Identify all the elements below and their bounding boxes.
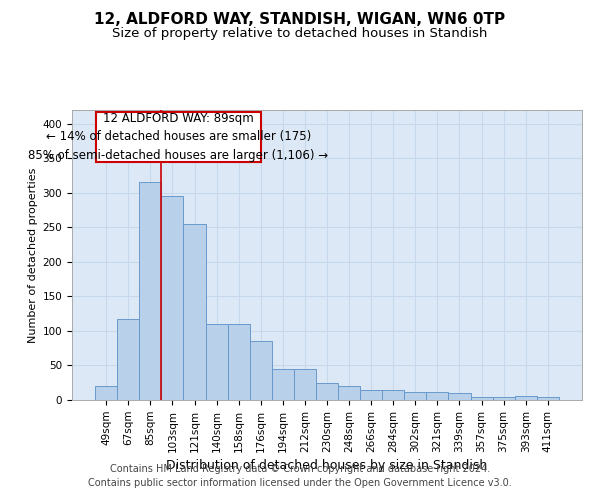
Y-axis label: Number of detached properties: Number of detached properties xyxy=(28,168,38,342)
Bar xyxy=(161,196,184,400)
Bar xyxy=(360,390,382,400)
Bar xyxy=(227,324,250,400)
Bar xyxy=(184,224,206,400)
Bar xyxy=(493,396,515,400)
Bar xyxy=(338,386,360,400)
Bar xyxy=(448,393,470,400)
Text: Contains HM Land Registry data © Crown copyright and database right 2024.
Contai: Contains HM Land Registry data © Crown c… xyxy=(88,464,512,487)
Bar xyxy=(272,369,294,400)
Bar xyxy=(294,369,316,400)
Bar xyxy=(316,382,338,400)
Bar xyxy=(427,392,448,400)
Text: Size of property relative to detached houses in Standish: Size of property relative to detached ho… xyxy=(112,28,488,40)
Bar xyxy=(404,392,427,400)
Text: 12 ALDFORD WAY: 89sqm
← 14% of detached houses are smaller (175)
85% of semi-det: 12 ALDFORD WAY: 89sqm ← 14% of detached … xyxy=(28,112,328,162)
Bar xyxy=(139,182,161,400)
Bar xyxy=(95,386,117,400)
Bar xyxy=(250,342,272,400)
Bar xyxy=(206,324,227,400)
Text: 12, ALDFORD WAY, STANDISH, WIGAN, WN6 0TP: 12, ALDFORD WAY, STANDISH, WIGAN, WN6 0T… xyxy=(94,12,506,28)
FancyBboxPatch shape xyxy=(95,112,261,162)
Bar xyxy=(382,390,404,400)
X-axis label: Distribution of detached houses by size in Standish: Distribution of detached houses by size … xyxy=(166,459,488,472)
Bar xyxy=(537,396,559,400)
Bar xyxy=(470,396,493,400)
Bar xyxy=(117,318,139,400)
Bar xyxy=(515,396,537,400)
